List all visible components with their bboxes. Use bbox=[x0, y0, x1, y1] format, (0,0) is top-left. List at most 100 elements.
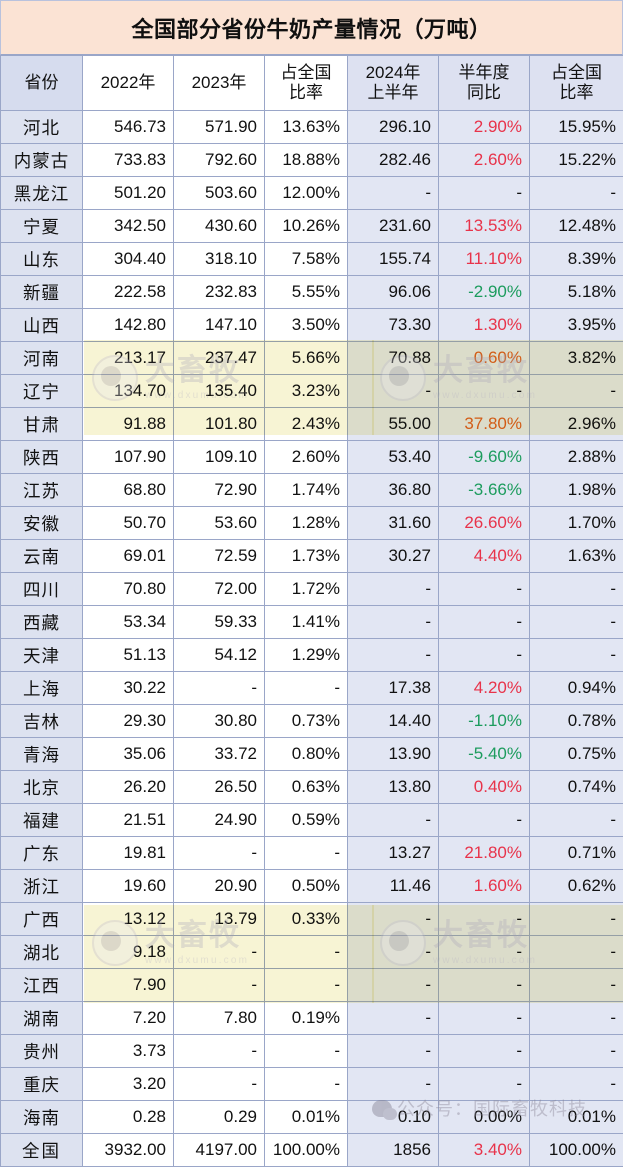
cell-h1_2024[interactable]: - bbox=[348, 903, 439, 936]
cell-y2023[interactable]: 30.80 bbox=[174, 705, 265, 738]
cell-y2022[interactable]: 342.50 bbox=[83, 210, 174, 243]
cell-y2023[interactable]: - bbox=[174, 969, 265, 1002]
cell-h1_2024[interactable]: 70.88 bbox=[348, 342, 439, 375]
province-name-cell[interactable]: 重庆 bbox=[1, 1068, 83, 1101]
province-name-cell[interactable]: 广东 bbox=[1, 837, 83, 870]
cell-y2023[interactable]: 147.10 bbox=[174, 309, 265, 342]
cell-share2023[interactable]: 10.26% bbox=[265, 210, 348, 243]
cell-h1_2024[interactable]: - bbox=[348, 177, 439, 210]
cell-y2023[interactable]: 59.33 bbox=[174, 606, 265, 639]
province-name-cell[interactable]: 青海 bbox=[1, 738, 83, 771]
cell-h1_2024[interactable]: - bbox=[348, 804, 439, 837]
cell-share2023[interactable]: - bbox=[265, 1035, 348, 1068]
cell-y2022[interactable]: 68.80 bbox=[83, 474, 174, 507]
cell-yoy[interactable]: - bbox=[439, 969, 530, 1002]
cell-share2024[interactable]: 0.01% bbox=[530, 1101, 623, 1134]
cell-share2024[interactable]: 0.62% bbox=[530, 870, 623, 903]
cell-y2023[interactable]: 26.50 bbox=[174, 771, 265, 804]
cell-share2023[interactable]: 1.29% bbox=[265, 639, 348, 672]
cell-share2023[interactable]: 5.55% bbox=[265, 276, 348, 309]
cell-share2024[interactable]: 1.63% bbox=[530, 540, 623, 573]
cell-yoy[interactable]: - bbox=[439, 1035, 530, 1068]
cell-share2024[interactable]: - bbox=[530, 1002, 623, 1035]
cell-share2023[interactable]: 13.63% bbox=[265, 111, 348, 144]
cell-yoy[interactable]: - bbox=[439, 606, 530, 639]
cell-h1_2024[interactable]: 282.46 bbox=[348, 144, 439, 177]
column-header-h1_2024[interactable]: 2024年上半年 bbox=[348, 56, 439, 111]
cell-yoy[interactable]: - bbox=[439, 1068, 530, 1101]
cell-h1_2024[interactable]: 1856 bbox=[348, 1134, 439, 1167]
cell-share2024[interactable]: 0.75% bbox=[530, 738, 623, 771]
column-header-y2023[interactable]: 2023年 bbox=[174, 56, 265, 111]
cell-y2023[interactable]: 792.60 bbox=[174, 144, 265, 177]
cell-y2022[interactable]: 91.88 bbox=[83, 408, 174, 441]
cell-y2022[interactable]: 7.20 bbox=[83, 1002, 174, 1035]
cell-h1_2024[interactable]: - bbox=[348, 1068, 439, 1101]
cell-y2022[interactable]: 7.90 bbox=[83, 969, 174, 1002]
cell-y2022[interactable]: 29.30 bbox=[83, 705, 174, 738]
cell-share2023[interactable]: 3.50% bbox=[265, 309, 348, 342]
cell-share2023[interactable]: 0.59% bbox=[265, 804, 348, 837]
cell-y2023[interactable]: 72.00 bbox=[174, 573, 265, 606]
cell-y2023[interactable]: 33.72 bbox=[174, 738, 265, 771]
cell-share2024[interactable]: - bbox=[530, 639, 623, 672]
cell-share2023[interactable]: 2.43% bbox=[265, 408, 348, 441]
cell-y2022[interactable]: 19.81 bbox=[83, 837, 174, 870]
column-header-share2024[interactable]: 占全国比率 bbox=[530, 56, 623, 111]
cell-share2024[interactable]: 1.98% bbox=[530, 474, 623, 507]
cell-share2023[interactable]: 2.60% bbox=[265, 441, 348, 474]
cell-share2023[interactable]: 0.19% bbox=[265, 1002, 348, 1035]
cell-share2024[interactable]: - bbox=[530, 936, 623, 969]
column-header-share2023[interactable]: 占全国比率 bbox=[265, 56, 348, 111]
cell-h1_2024[interactable]: 0.10 bbox=[348, 1101, 439, 1134]
province-name-cell[interactable]: 河南 bbox=[1, 342, 83, 375]
province-name-cell[interactable]: 吉林 bbox=[1, 705, 83, 738]
cell-share2023[interactable]: 7.58% bbox=[265, 243, 348, 276]
cell-share2024[interactable]: - bbox=[530, 177, 623, 210]
cell-share2023[interactable]: - bbox=[265, 936, 348, 969]
cell-share2023[interactable]: 0.50% bbox=[265, 870, 348, 903]
cell-y2023[interactable]: - bbox=[174, 837, 265, 870]
cell-share2023[interactable]: 1.73% bbox=[265, 540, 348, 573]
province-name-cell[interactable]: 河北 bbox=[1, 111, 83, 144]
cell-y2022[interactable]: 107.90 bbox=[83, 441, 174, 474]
cell-y2022[interactable]: 222.58 bbox=[83, 276, 174, 309]
cell-h1_2024[interactable]: 296.10 bbox=[348, 111, 439, 144]
cell-yoy[interactable]: - bbox=[439, 177, 530, 210]
cell-share2023[interactable]: 0.01% bbox=[265, 1101, 348, 1134]
cell-y2022[interactable]: 13.12 bbox=[83, 903, 174, 936]
cell-share2024[interactable]: - bbox=[530, 1068, 623, 1101]
cell-share2023[interactable]: 5.66% bbox=[265, 342, 348, 375]
cell-y2022[interactable]: 35.06 bbox=[83, 738, 174, 771]
cell-share2023[interactable]: 12.00% bbox=[265, 177, 348, 210]
cell-h1_2024[interactable]: 53.40 bbox=[348, 441, 439, 474]
cell-y2023[interactable]: 54.12 bbox=[174, 639, 265, 672]
cell-y2023[interactable]: - bbox=[174, 1068, 265, 1101]
cell-share2024[interactable]: 12.48% bbox=[530, 210, 623, 243]
cell-y2023[interactable]: 101.80 bbox=[174, 408, 265, 441]
column-header-yoy[interactable]: 半年度同比 bbox=[439, 56, 530, 111]
cell-share2024[interactable]: - bbox=[530, 1035, 623, 1068]
cell-yoy[interactable]: 11.10% bbox=[439, 243, 530, 276]
cell-share2023[interactable]: - bbox=[265, 969, 348, 1002]
cell-yoy[interactable]: - bbox=[439, 375, 530, 408]
province-name-cell[interactable]: 湖南 bbox=[1, 1002, 83, 1035]
cell-y2023[interactable]: 237.47 bbox=[174, 342, 265, 375]
cell-y2023[interactable]: 0.29 bbox=[174, 1101, 265, 1134]
cell-yoy[interactable]: 0.00% bbox=[439, 1101, 530, 1134]
cell-share2023[interactable]: 3.23% bbox=[265, 375, 348, 408]
cell-y2023[interactable]: 571.90 bbox=[174, 111, 265, 144]
column-header-province[interactable]: 省份 bbox=[1, 56, 83, 111]
